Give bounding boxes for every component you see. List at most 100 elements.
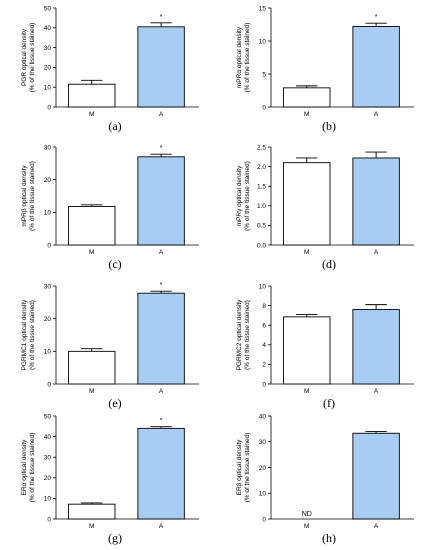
y-tick-label: 1.0 bbox=[257, 203, 266, 210]
y-tick-label: 20 bbox=[44, 177, 52, 184]
x-tick-label: A bbox=[159, 388, 164, 395]
y-tick-label: 0.5 bbox=[257, 223, 266, 230]
bar-A bbox=[352, 309, 400, 385]
bar-A bbox=[352, 157, 400, 246]
bar-M bbox=[283, 87, 331, 108]
y-tick-label: 5 bbox=[262, 71, 266, 78]
bar-M bbox=[68, 350, 116, 385]
y-tick-label: 40 bbox=[259, 413, 267, 420]
y-tick-label: 0 bbox=[262, 381, 266, 388]
chart-panel: 0 5 10 15 mPRα optical density(% of the tiss… bbox=[236, 5, 414, 133]
y-axis-title: ERα optical density(% of the tissue stai… bbox=[21, 433, 36, 503]
y-axis-title: PGRMC2 optical density(% of the tissue s… bbox=[236, 299, 251, 371]
y-axis-title-line: ERα optical density bbox=[21, 439, 28, 496]
y-tick-label: 20 bbox=[259, 465, 267, 472]
y-tick-label: 20 bbox=[44, 65, 52, 72]
chart-panel: 0 10 20 30 40 ERβ optical density(% of the ti… bbox=[236, 413, 414, 545]
significance-star: * bbox=[160, 418, 163, 425]
y-axis-title-line: (% of the tissue stained) bbox=[29, 433, 36, 503]
y-axis-title: ERβ optical density(% of the tissue stai… bbox=[236, 433, 251, 503]
y-axis-title-line: (% of the tissue stained) bbox=[29, 161, 36, 231]
bar-M bbox=[283, 162, 331, 246]
y-tick-label: 2.5 bbox=[257, 144, 266, 151]
y-tick-label: 10 bbox=[44, 210, 52, 217]
panel-label: (b) bbox=[322, 119, 336, 133]
y-tick-label: 8 bbox=[262, 303, 266, 310]
bar-A bbox=[352, 26, 400, 108]
panel-label: (g) bbox=[108, 531, 122, 545]
x-tick-label: A bbox=[374, 388, 379, 395]
y-tick-label: 0.0 bbox=[257, 242, 266, 249]
y-tick-label: 30 bbox=[259, 439, 267, 446]
significance-star: * bbox=[160, 145, 163, 152]
chart-panel: 0 10 20 30 PGRMC1 optical density(% of the t… bbox=[21, 282, 199, 410]
chart-panel: 0.0 0.5 1.0 1.5 2.0 2.5 mPRγ optical density(%… bbox=[236, 144, 414, 271]
y-axis-title: PGRMC1 optical density(% of the tissue s… bbox=[21, 299, 36, 371]
y-tick-label: 10 bbox=[44, 349, 52, 356]
bar-A bbox=[137, 427, 185, 520]
y-axis-title-line: PGRMC2 optical density bbox=[236, 299, 243, 371]
y-axis-title-line: (% of the tissue stained) bbox=[244, 161, 251, 231]
y-tick-label: 10 bbox=[259, 38, 267, 45]
bar-M bbox=[283, 316, 331, 385]
y-axis-title-line: ERβ optical density bbox=[236, 439, 243, 496]
y-axis-title: mPRγ optical density(% of the tissue sta… bbox=[236, 161, 251, 231]
x-tick-label: M bbox=[89, 523, 94, 530]
x-tick-label: M bbox=[89, 249, 94, 256]
significance-star: * bbox=[160, 282, 163, 289]
y-axis-title-line: (% of the tissue stained) bbox=[244, 300, 251, 370]
panel-label: (d) bbox=[322, 257, 336, 271]
y-tick-label: 2.0 bbox=[257, 164, 266, 171]
y-axis-title-line: PGR optical density bbox=[21, 28, 28, 86]
chart-panel: 0 10 20 30 mPRβ optical density(% of the tis… bbox=[21, 144, 199, 271]
y-axis-title: mPRα optical density(% of the tissue sta… bbox=[236, 23, 251, 93]
y-tick-label: 0 bbox=[47, 242, 51, 249]
x-tick-label: A bbox=[374, 523, 379, 530]
y-axis-title-line: mPRα optical density bbox=[236, 26, 243, 88]
x-tick-label: M bbox=[304, 388, 309, 395]
y-tick-label: 10 bbox=[44, 496, 52, 503]
y-tick-label: 30 bbox=[44, 45, 52, 52]
panel-label: (f) bbox=[323, 396, 335, 410]
x-tick-label: M bbox=[304, 523, 309, 530]
y-tick-label: 0 bbox=[47, 516, 51, 523]
y-axis-title-line: mPRβ optical density bbox=[21, 165, 28, 227]
panel-label: (e) bbox=[108, 396, 121, 410]
y-tick-label: 40 bbox=[44, 25, 52, 32]
y-axis-title-line: mPRγ optical density bbox=[236, 165, 243, 226]
chart-panel: 0 10 20 30 40 50 ERα optical density(% of the … bbox=[21, 413, 199, 545]
y-tick-label: 30 bbox=[44, 455, 52, 462]
y-tick-label: 40 bbox=[44, 434, 52, 441]
y-tick-label: 10 bbox=[259, 283, 267, 290]
x-tick-label: A bbox=[159, 249, 164, 256]
x-tick-label: M bbox=[304, 249, 309, 256]
y-tick-label: 30 bbox=[44, 283, 52, 290]
x-tick-label: A bbox=[159, 523, 164, 530]
x-tick-label: M bbox=[304, 111, 309, 118]
bar-A bbox=[137, 26, 185, 108]
y-tick-label: 1.5 bbox=[257, 184, 266, 191]
y-axis-title: PGR optical density(% of the tissue stai… bbox=[21, 23, 36, 93]
x-tick-label: M bbox=[89, 111, 94, 118]
chart-panel: 0 2 4 6 8 10 PGRMC2 optical density(% of the t… bbox=[236, 283, 414, 410]
y-axis-title-line: (% of the tissue stained) bbox=[29, 300, 36, 370]
y-tick-label: 20 bbox=[44, 475, 52, 482]
bar-A bbox=[137, 292, 185, 385]
y-tick-label: 20 bbox=[44, 316, 52, 323]
y-tick-label: 50 bbox=[44, 413, 52, 420]
y-tick-label: 0 bbox=[47, 104, 51, 111]
x-tick-label: A bbox=[374, 111, 379, 118]
y-tick-label: 6 bbox=[262, 323, 266, 330]
bar-M bbox=[68, 83, 116, 108]
y-tick-label: 10 bbox=[259, 491, 267, 498]
y-axis-title-line: (% of the tissue stained) bbox=[244, 23, 251, 93]
panel-label: (h) bbox=[322, 531, 336, 545]
bar-M bbox=[68, 503, 116, 520]
x-tick-label: A bbox=[159, 111, 164, 118]
y-axis-title: mPRβ optical density(% of the tissue sta… bbox=[21, 161, 36, 231]
x-tick-label: A bbox=[374, 249, 379, 256]
bar-A bbox=[352, 432, 400, 520]
y-tick-label: 0 bbox=[262, 516, 266, 523]
bar-A bbox=[137, 156, 185, 246]
